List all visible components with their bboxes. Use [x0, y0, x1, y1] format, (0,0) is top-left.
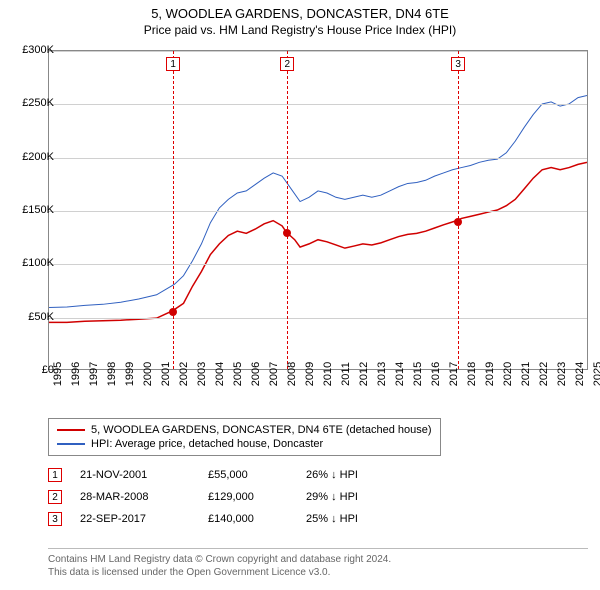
- chart-container: 5, WOODLEA GARDENS, DONCASTER, DN4 6TE P…: [0, 0, 600, 590]
- gridline: [49, 264, 587, 265]
- event-price: £129,000: [208, 491, 288, 503]
- legend-item: HPI: Average price, detached house, Donc…: [57, 437, 432, 451]
- event-row: 1 21-NOV-2001 £55,000 26% ↓ HPI: [48, 464, 396, 486]
- x-axis-tick: 1998: [106, 362, 118, 386]
- y-axis-tick: £150K: [14, 204, 54, 216]
- gridline: [49, 158, 587, 159]
- y-axis-tick: £0: [14, 364, 54, 376]
- event-marker-icon: 1: [48, 468, 62, 482]
- y-axis-tick: £100K: [14, 257, 54, 269]
- x-axis-tick: 2023: [556, 362, 568, 386]
- x-axis-tick: 2015: [412, 362, 424, 386]
- marker-label-icon: 3: [451, 57, 465, 71]
- x-axis-tick: 2004: [214, 362, 226, 386]
- x-axis-tick: 1996: [70, 362, 82, 386]
- legend-swatch: [57, 443, 85, 445]
- x-axis-tick: 2012: [358, 362, 370, 386]
- x-axis-tick: 1997: [88, 362, 100, 386]
- x-axis-tick: 2010: [322, 362, 334, 386]
- x-axis-tick: 1995: [52, 362, 64, 386]
- x-axis-tick: 2019: [484, 362, 496, 386]
- x-axis-tick: 2021: [520, 362, 532, 386]
- event-diff: 29% ↓ HPI: [306, 491, 396, 503]
- legend-label: 5, WOODLEA GARDENS, DONCASTER, DN4 6TE (…: [91, 424, 432, 436]
- event-price: £55,000: [208, 469, 288, 481]
- marker-line: [287, 51, 288, 369]
- marker-line: [173, 51, 174, 369]
- marker-dot-icon: [169, 308, 177, 316]
- line-property: [49, 162, 587, 322]
- chart-title: 5, WOODLEA GARDENS, DONCASTER, DN4 6TE: [0, 0, 600, 21]
- legend-item: 5, WOODLEA GARDENS, DONCASTER, DN4 6TE (…: [57, 423, 432, 437]
- event-marker-icon: 3: [48, 512, 62, 526]
- marker-label-icon: 2: [280, 57, 294, 71]
- event-diff: 26% ↓ HPI: [306, 469, 396, 481]
- marker-dot-icon: [283, 229, 291, 237]
- x-axis-tick: 2002: [178, 362, 190, 386]
- gridline: [49, 51, 587, 52]
- footer-line: This data is licensed under the Open Gov…: [48, 566, 588, 579]
- x-axis-tick: 2024: [574, 362, 586, 386]
- x-axis-tick: 2011: [340, 362, 352, 386]
- x-axis-tick: 2006: [250, 362, 262, 386]
- y-axis-tick: £50K: [14, 311, 54, 323]
- gridline: [49, 104, 587, 105]
- x-axis-tick: 2017: [448, 362, 460, 386]
- x-axis-tick: 2007: [268, 362, 280, 386]
- events-table: 1 21-NOV-2001 £55,000 26% ↓ HPI 2 28-MAR…: [48, 464, 396, 530]
- x-axis-tick: 2014: [394, 362, 406, 386]
- x-axis-tick: 2008: [286, 362, 298, 386]
- marker-line: [458, 51, 459, 369]
- x-axis-tick: 2020: [502, 362, 514, 386]
- x-axis-tick: 2022: [538, 362, 550, 386]
- footer-line: Contains HM Land Registry data © Crown c…: [48, 553, 588, 566]
- marker-label-icon: 1: [166, 57, 180, 71]
- event-row: 3 22-SEP-2017 £140,000 25% ↓ HPI: [48, 508, 396, 530]
- legend: 5, WOODLEA GARDENS, DONCASTER, DN4 6TE (…: [48, 418, 441, 456]
- legend-label: HPI: Average price, detached house, Donc…: [91, 438, 323, 450]
- footer: Contains HM Land Registry data © Crown c…: [48, 548, 588, 579]
- y-axis-tick: £300K: [14, 44, 54, 56]
- event-date: 28-MAR-2008: [80, 491, 190, 503]
- y-axis-tick: £250K: [14, 97, 54, 109]
- event-date: 22-SEP-2017: [80, 513, 190, 525]
- event-row: 2 28-MAR-2008 £129,000 29% ↓ HPI: [48, 486, 396, 508]
- x-axis-tick: 2018: [466, 362, 478, 386]
- x-axis-tick: 2000: [142, 362, 154, 386]
- event-diff: 25% ↓ HPI: [306, 513, 396, 525]
- x-axis-tick: 2009: [304, 362, 316, 386]
- marker-dot-icon: [454, 218, 462, 226]
- line-hpi: [49, 96, 587, 308]
- event-marker-icon: 2: [48, 490, 62, 504]
- event-price: £140,000: [208, 513, 288, 525]
- gridline: [49, 318, 587, 319]
- x-axis-tick: 2013: [376, 362, 388, 386]
- x-axis-tick: 2005: [232, 362, 244, 386]
- y-axis-tick: £200K: [14, 151, 54, 163]
- chart-subtitle: Price paid vs. HM Land Registry's House …: [0, 21, 600, 37]
- chart-svg: [49, 51, 587, 369]
- x-axis-tick: 2001: [160, 362, 172, 386]
- x-axis-tick: 1999: [124, 362, 136, 386]
- legend-swatch: [57, 429, 85, 431]
- event-date: 21-NOV-2001: [80, 469, 190, 481]
- x-axis-tick: 2025: [592, 362, 600, 386]
- x-axis-tick: 2003: [196, 362, 208, 386]
- x-axis-tick: 2016: [430, 362, 442, 386]
- plot-area: 1 2 3: [48, 50, 588, 370]
- gridline: [49, 211, 587, 212]
